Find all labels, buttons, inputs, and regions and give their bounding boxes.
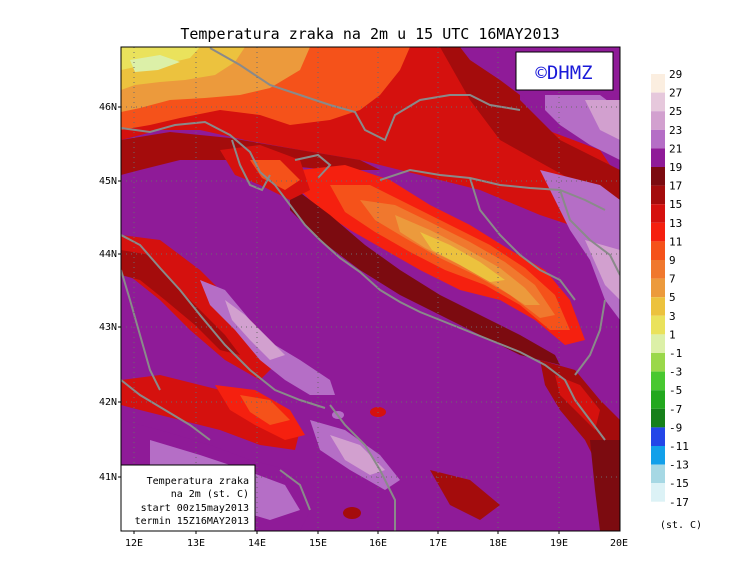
colorbar-label: 21 — [669, 142, 682, 155]
colorbar-label: -15 — [669, 477, 689, 490]
colorbar-swatch — [651, 260, 665, 279]
colorbar-swatch — [651, 167, 665, 186]
colorbar-swatch — [651, 278, 665, 298]
lat-label: 42N — [99, 397, 117, 408]
colorbar-label: 13 — [669, 217, 682, 230]
colorbar-label: -3 — [669, 366, 682, 379]
colorbar-label: 29 — [669, 68, 682, 81]
info-box: Temperatura zraka na 2m (st. C) start 00… — [120, 464, 256, 532]
colorbar-label: 9 — [669, 254, 676, 267]
lat-ticks — [118, 106, 121, 478]
colorbar-swatch — [651, 74, 665, 93]
colorbar-label: 23 — [669, 124, 682, 137]
lon-label: 17E — [429, 538, 447, 549]
colorbar-label: -5 — [669, 384, 682, 397]
colorbar-label: 17 — [669, 180, 682, 193]
colorbar-swatch — [651, 371, 665, 391]
colorbar-unit: (st. C) — [660, 520, 702, 531]
lat-label: 43N — [99, 322, 117, 333]
colorbar-label: 15 — [669, 198, 682, 211]
lon-label: 13E — [187, 538, 205, 549]
lon-label: 19E — [550, 538, 568, 549]
colorbar-swatch — [651, 92, 665, 112]
colorbar-label: 3 — [669, 310, 676, 323]
colorbar-swatch — [651, 297, 665, 316]
colorbar-swatch — [651, 501, 665, 521]
colorbar-swatch — [651, 427, 665, 446]
colorbar-label: -9 — [669, 421, 682, 434]
lon-axis: 12E 13E 14E 15E 16E 17E 18E 19E 20E — [125, 538, 628, 549]
lon-label: 20E — [610, 538, 628, 549]
colorbar-label: -13 — [669, 459, 689, 472]
colorbar-label: -11 — [669, 440, 689, 453]
colorbar-label: -7 — [669, 403, 682, 416]
colorbar-swatch — [651, 315, 665, 335]
colorbar-label: 7 — [669, 273, 676, 286]
colorbar-label: 19 — [669, 161, 682, 174]
dhmz-logo: ©DHMZ — [515, 51, 614, 91]
colorbar-swatch — [651, 390, 665, 409]
info-line-2: na 2m (st. C) — [171, 489, 249, 500]
colorbar-label: -1 — [669, 347, 682, 360]
colorbar-swatch — [651, 148, 665, 167]
lon-label: 18E — [489, 538, 507, 549]
colorbar-swatch — [651, 446, 665, 465]
colorbar-swatch — [651, 334, 665, 353]
colorbar-swatch — [651, 129, 665, 149]
colorbar-swatch — [651, 185, 665, 205]
colorbar-label: 11 — [669, 235, 682, 248]
colorbar-label: 5 — [669, 291, 676, 304]
graticule — [121, 47, 620, 531]
lat-label: 44N — [99, 249, 117, 260]
lat-axis: 46N 45N 44N 43N 42N 41N — [99, 102, 117, 483]
lon-label: 16E — [369, 538, 387, 549]
colorbar-label: 25 — [669, 105, 682, 118]
lat-label: 41N — [99, 472, 117, 483]
info-line-1: Temperatura zraka — [147, 476, 249, 487]
colorbar-legend: 29 27 25 23 21 19 17 15 13 11 9 7 5 3 1 -1 -3 -5 -7 -9 -11 -1… — [651, 68, 689, 521]
colorbar-swatch — [651, 483, 665, 502]
colorbar-swatch — [651, 353, 665, 372]
lon-label: 14E — [248, 538, 266, 549]
colorbar-swatch — [651, 241, 665, 260]
colorbar-swatch — [651, 111, 665, 130]
lon-ticks — [133, 531, 560, 534]
colorbar-swatch — [651, 222, 665, 242]
temperature-field — [121, 47, 620, 531]
colorbar-swatch — [651, 464, 665, 484]
colorbar-label: 27 — [669, 87, 682, 100]
lat-label: 46N — [99, 102, 117, 113]
colorbar-label: 1 — [669, 328, 676, 341]
logo-text: ©DHMZ — [535, 62, 592, 84]
lon-label: 12E — [125, 538, 143, 549]
colorbar-swatch — [651, 408, 665, 428]
map-title: Temperatura zraka na 2m u 15 UTC 16MAY20… — [180, 25, 559, 43]
info-line-3: start 00z15may2013 — [141, 503, 249, 514]
lat-label: 45N — [99, 176, 117, 187]
lon-label: 15E — [309, 538, 327, 549]
map-frame — [120, 46, 621, 532]
colorbar-swatch — [651, 204, 665, 223]
info-line-4: termin 15Z16MAY2013 — [135, 516, 249, 527]
colorbar-label: -17 — [669, 496, 689, 509]
coastlines-and-borders — [121, 47, 620, 531]
